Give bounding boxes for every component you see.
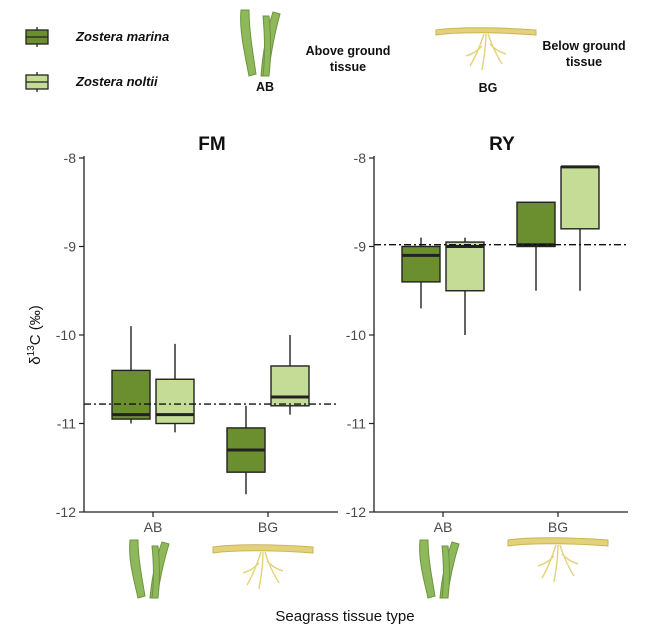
y-tick-label: -8 (64, 150, 77, 166)
y-tick-label: -12 (346, 504, 366, 520)
plot-area-fm (84, 326, 338, 495)
box-body (516, 201, 556, 248)
y-tick-label: -8 (354, 150, 367, 166)
box-bg-noltii (560, 165, 600, 291)
tissue-label-ab-line2: tissue (330, 60, 366, 74)
x-tick-label-bg: BG (548, 519, 568, 535)
box-body (445, 241, 485, 292)
x-ticks-ry: AB BG (434, 512, 568, 535)
y-ticks-fm: -8 -9 -10 -11 -12 (56, 150, 84, 520)
y-tick-label: -10 (56, 327, 76, 343)
x-tick-label-bg: BG (258, 519, 278, 535)
legend-label-noltii: Zostera noltii (75, 74, 158, 89)
legend-label-marina: Zostera marina (75, 29, 169, 44)
box-ab-marina (111, 326, 151, 424)
box-bg-noltii (270, 335, 310, 415)
y-tick-label: -12 (56, 504, 76, 520)
x-axis-title: Seagrass tissue type (275, 608, 414, 625)
tissue-code-bg: BG (479, 81, 498, 95)
tissue-label-bg-line2: tissue (566, 55, 602, 69)
box-body (155, 378, 195, 425)
x-tick-label-ab: AB (144, 519, 163, 535)
rhizome-icon (507, 537, 609, 583)
panel-title-fm: FM (198, 134, 225, 155)
tissue-label-ab-line1: Above ground (306, 44, 391, 58)
box-ab-marina (401, 237, 441, 309)
y-tick-label: -11 (347, 416, 366, 432)
tissue-legend: AB Above ground tissue BG Below ground t… (240, 9, 626, 95)
tissue-code-ab: AB (256, 80, 274, 94)
rhizome-icon (212, 544, 314, 590)
x-ticks-fm: AB BG (144, 512, 278, 535)
x-tick-label-ab: AB (434, 519, 453, 535)
leaf-icon (129, 539, 170, 599)
legend-key-noltii (25, 72, 49, 92)
y-axis-title: δ13C (‰) (26, 305, 44, 364)
y-tick-label: -9 (64, 239, 77, 255)
panel-ry: RY -8 -9 -10 -11 -12 AB BG (346, 134, 628, 535)
box-bg-marina (226, 405, 266, 495)
box-body (270, 365, 310, 407)
leaf-icon (419, 539, 460, 599)
panel-title-ry: RY (489, 134, 515, 155)
box-body (111, 369, 151, 420)
box-bg-marina (516, 201, 556, 291)
plot-area-ry (374, 165, 628, 335)
panel-fm: FM -8 -9 -10 -11 -12 AB BG (56, 134, 338, 535)
box-body (401, 245, 441, 283)
box-body (560, 166, 600, 230)
box-ab-noltii (155, 343, 195, 433)
y-tick-label: -11 (57, 416, 76, 432)
y-tick-label: -9 (354, 239, 367, 255)
y-ticks-ry: -8 -9 -10 -11 -12 (346, 150, 374, 520)
species-legend: Zostera marina Zostera noltii (25, 27, 169, 92)
tissue-label-bg-line1: Below ground (542, 39, 625, 53)
legend-key-marina (25, 27, 49, 47)
box-ab-noltii (445, 237, 485, 335)
rhizome-icon (435, 27, 537, 71)
y-tick-label: -10 (346, 327, 366, 343)
leaf-icon (240, 9, 281, 77)
